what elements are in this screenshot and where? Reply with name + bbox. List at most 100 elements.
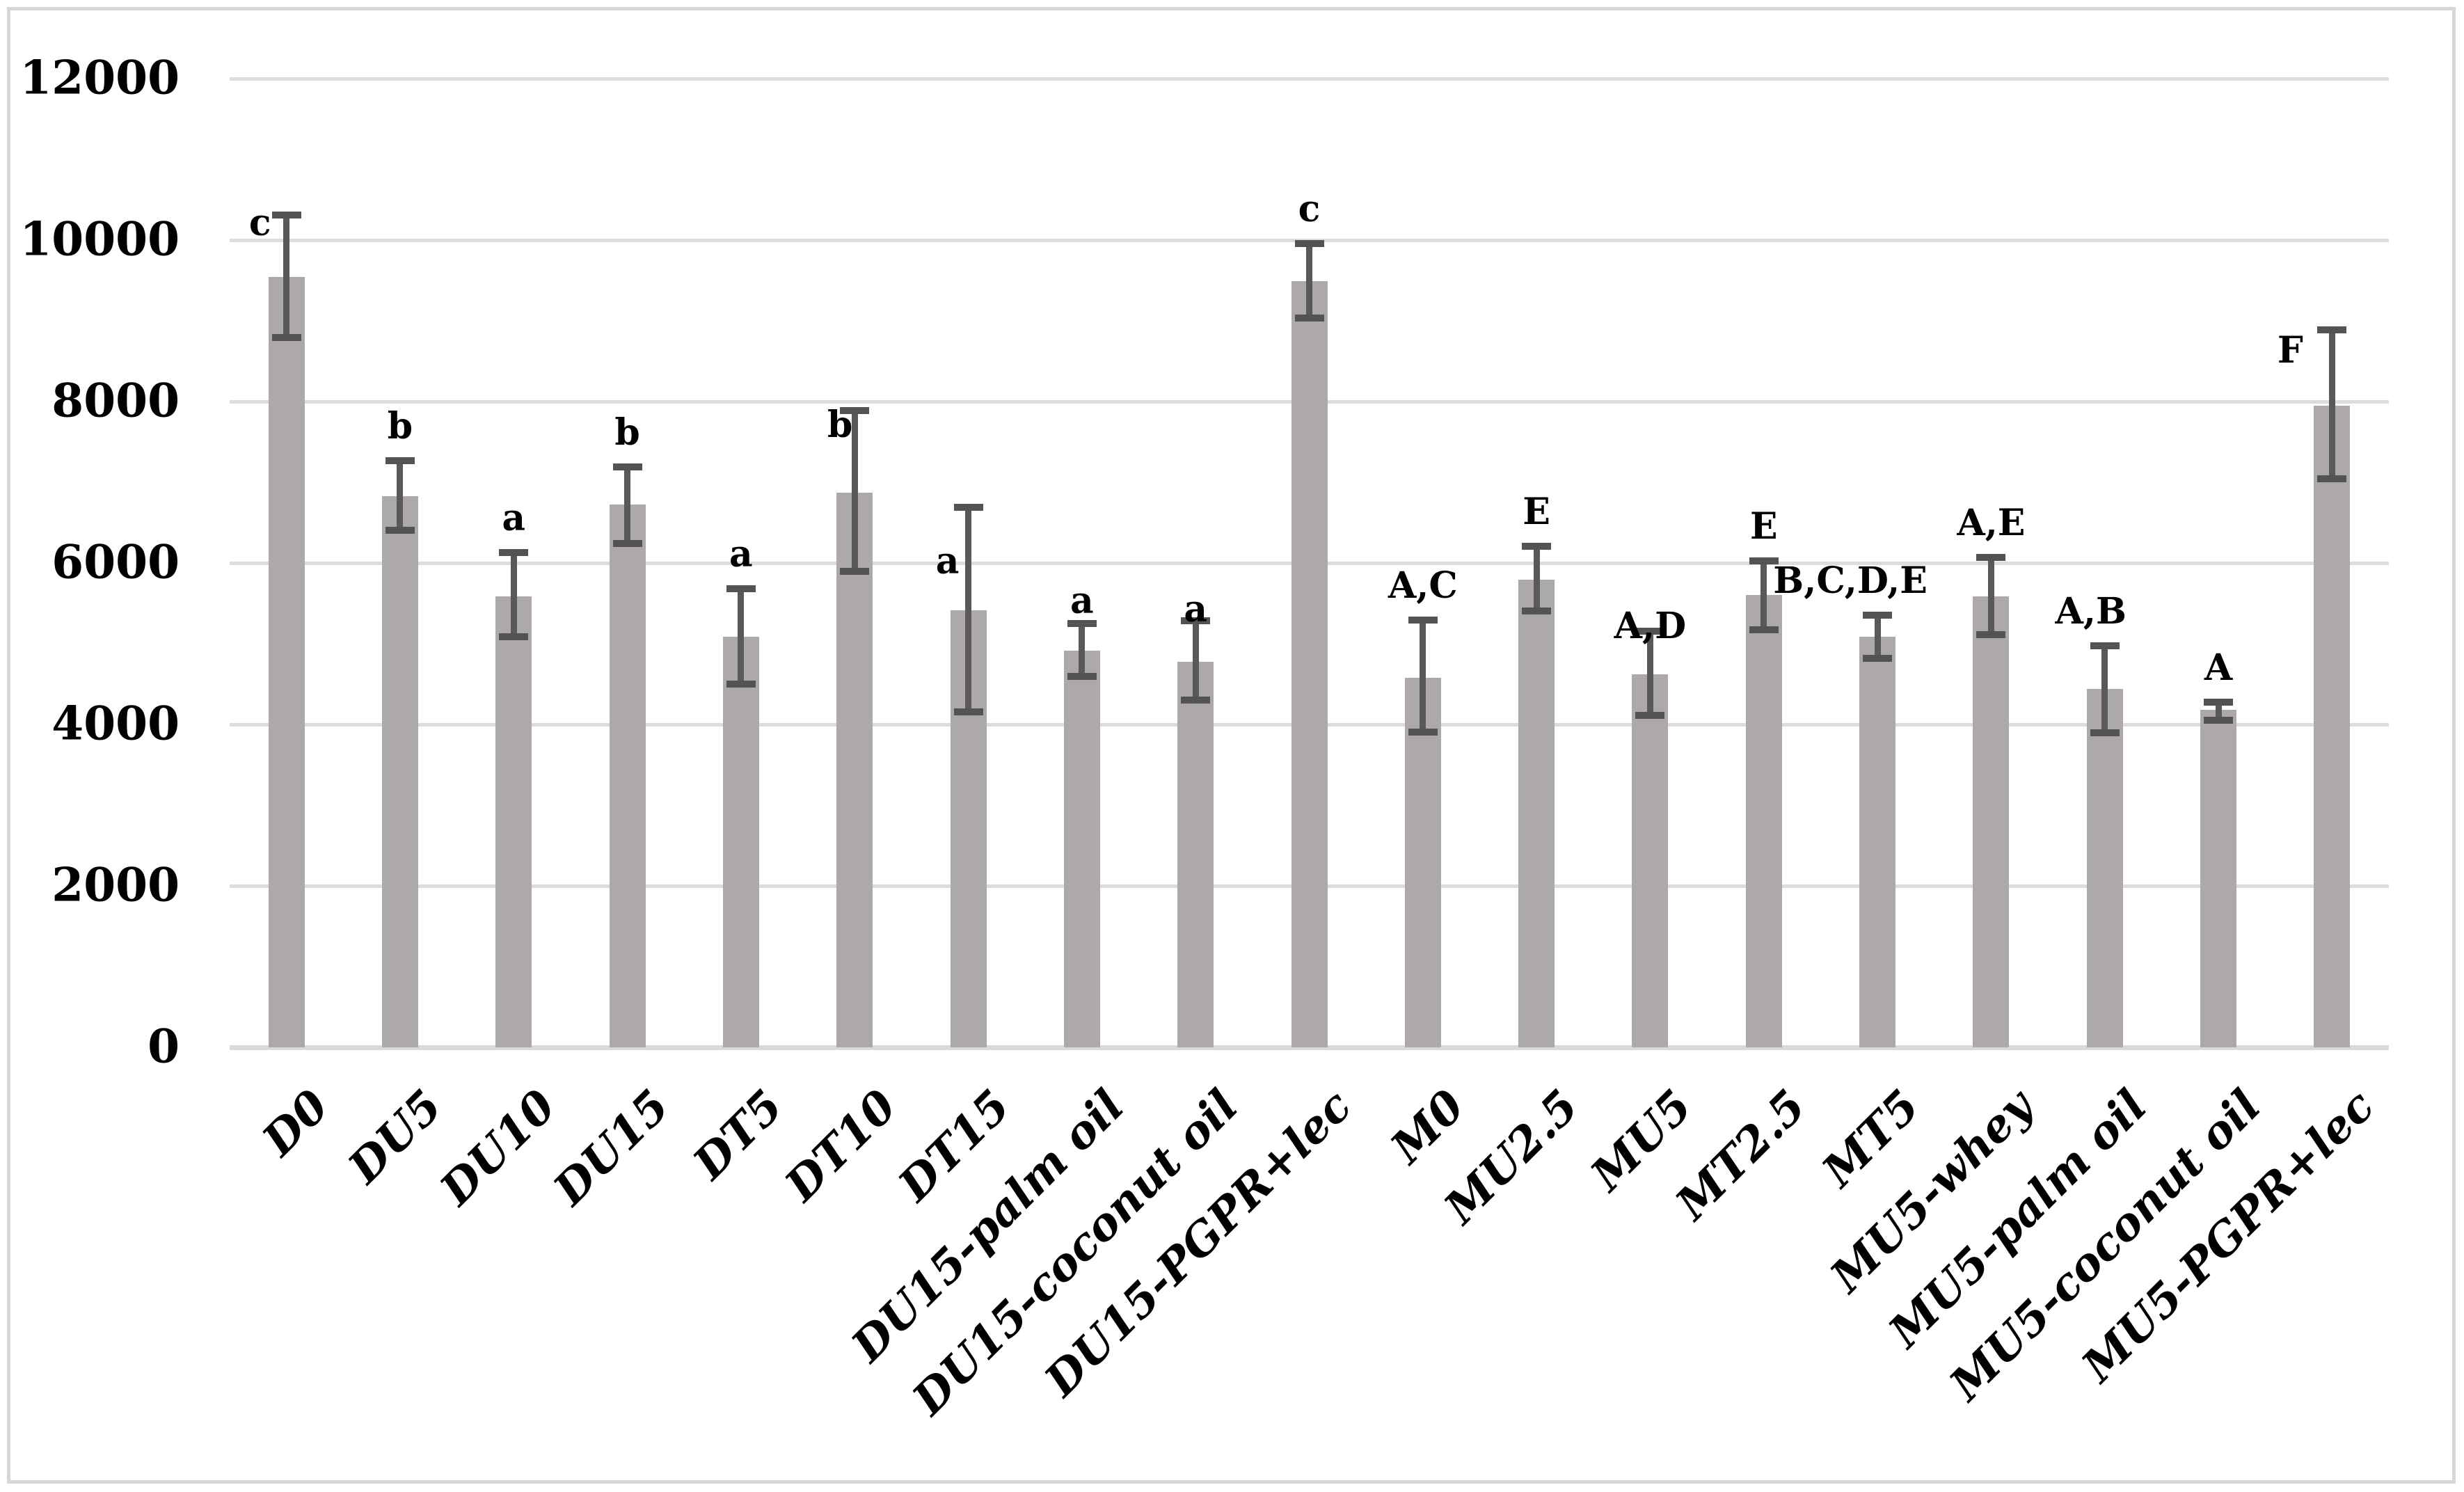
significance-letter: c [248,202,271,245]
error-bar-cap-top [1294,240,1324,247]
error-bar-cap-bottom [1294,315,1324,322]
y-axis-tick-label: 8000 [51,373,180,428]
significance-letter: E [1749,505,1778,548]
error-bar-whisker [1192,617,1199,704]
bar [1404,677,1441,1047]
error-bar-cap-top [1181,617,1211,624]
bar [722,636,759,1047]
error-bar-whisker [851,407,858,576]
error-bar-whisker [1987,554,1994,638]
bar [1973,596,2010,1047]
error-bar-cap-top [953,504,983,511]
significance-letter: a [1070,580,1094,623]
error-bar-cap-top [271,212,301,219]
error-bar-whisker [1420,616,1426,736]
error-bar-cap-bottom [1067,673,1097,681]
error-bar-whisker [2101,642,2108,737]
bar [1177,661,1214,1047]
y-axis-tick-label: 6000 [51,534,180,589]
error-bar-whisker [738,585,745,688]
error-bar-cap-bottom [840,568,870,576]
error-bar-cap-top [1522,543,1552,550]
bar [2086,688,2123,1047]
error-bar-whisker [1306,240,1312,322]
error-bar-cap-bottom [1863,654,1893,662]
significance-letter: b [387,405,413,448]
error-bar-cap-top [2204,698,2234,706]
error-bar-cap-top [2090,642,2120,649]
error-bar-whisker [283,212,290,341]
error-bar-cap-top [1408,616,1438,624]
bar [1745,595,1782,1047]
error-bar-cap-bottom [1522,608,1552,615]
error-bar-cap-top [385,457,415,465]
error-bar-cap-bottom [1635,711,1665,719]
bar [2200,710,2237,1047]
bar [495,596,532,1047]
gridline [230,77,2389,81]
bar [1291,281,1328,1047]
error-bar-whisker [1646,627,1653,719]
error-bar-cap-top [499,549,529,557]
error-bar-cap-top [726,585,756,593]
significance-letter: a [935,540,960,583]
error-bar-cap-top [612,463,642,471]
error-bar-whisker [2328,326,2335,482]
error-bar-cap-top [1749,557,1779,564]
error-bar-whisker [397,457,404,534]
significance-letter: c [1298,188,1321,230]
chart-border [7,7,2456,1484]
bar [836,493,873,1047]
error-bar-whisker [2215,698,2222,724]
error-bar-cap-top [1863,611,1893,619]
y-axis-tick-label: 10000 [19,212,180,267]
error-bar-cap-bottom [385,527,415,534]
error-bar-cap-bottom [2317,475,2347,482]
significance-letter: A,B [2055,589,2127,633]
bar [381,495,418,1047]
error-bar-whisker [1874,611,1881,662]
error-bar-cap-bottom [2090,729,2120,737]
y-axis-tick-label: 12000 [19,50,180,105]
significance-letter: A,C [1388,564,1458,607]
significance-letter: a [502,497,526,540]
error-bar-cap-top [1067,620,1097,628]
significance-letter: A,D [1614,604,1687,647]
error-bar-cap-bottom [2204,716,2234,724]
x-axis-line [230,1045,2389,1050]
bar [1063,651,1100,1047]
error-bar-whisker [624,463,631,547]
error-bar-cap-bottom [726,680,756,688]
significance-letter: a [1184,587,1208,630]
significance-letter: A [2204,646,2233,689]
significance-letter: b [614,411,640,454]
y-axis-tick-label: 0 [148,1019,180,1074]
significance-letter: E [1523,491,1550,533]
error-bar-whisker [1760,557,1767,633]
error-bar-cap-bottom [953,708,983,716]
y-axis-tick-label: 4000 [51,696,180,751]
error-bar-cap-bottom [271,334,301,341]
bar [1518,580,1555,1047]
significance-letter: a [729,533,753,576]
error-bar-whisker [510,549,517,641]
bar [1859,636,1896,1047]
error-bar-whisker [1533,543,1540,615]
bar [609,505,646,1047]
bar [268,277,305,1047]
error-bar-cap-bottom [499,633,529,641]
significance-letter: A,E [1957,502,2026,545]
error-bar-whisker [1079,620,1086,681]
error-bar-cap-bottom [1181,696,1211,704]
bar [1632,674,1669,1047]
error-bar-whisker [965,504,972,716]
significance-letter: b [827,404,853,447]
error-bar-cap-bottom [612,539,642,547]
error-bar-cap-bottom [1408,729,1438,736]
error-bar-cap-top [1976,554,2006,562]
significance-letter: B,C,D,E [1773,559,1928,602]
error-bar-cap-bottom [1749,626,1779,633]
error-bar-cap-bottom [1976,630,2006,638]
bar [2314,405,2351,1047]
